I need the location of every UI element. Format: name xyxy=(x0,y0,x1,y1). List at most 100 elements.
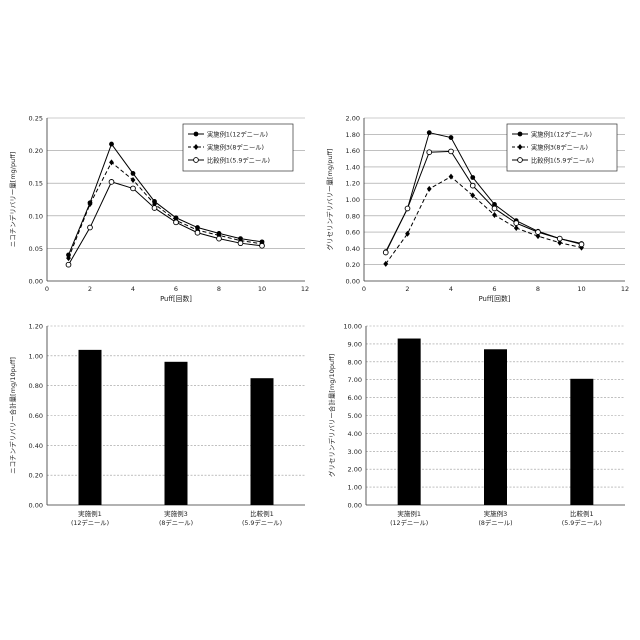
y-tick-label: 10.00 xyxy=(343,323,362,331)
y-tick-label: 9.00 xyxy=(348,340,362,348)
y-tick-label: 8.00 xyxy=(348,358,362,366)
x-tick-label: 12 xyxy=(301,285,309,293)
data-point xyxy=(427,150,432,155)
x-tick-label: (8デニール) xyxy=(478,518,512,527)
x-tick-label: 0 xyxy=(45,285,49,293)
bar xyxy=(251,378,274,505)
data-point xyxy=(109,142,114,147)
x-tick-label: 12 xyxy=(621,285,629,293)
data-point xyxy=(194,158,199,163)
data-point xyxy=(88,225,93,230)
x-tick-label: 比較例1 xyxy=(250,509,274,518)
y-tick-label: 0.60 xyxy=(29,412,43,420)
y-tick-label: 0.00 xyxy=(29,278,43,286)
y-tick-label: 1.20 xyxy=(29,323,43,331)
series-line xyxy=(69,162,263,258)
x-tick-label: 0 xyxy=(362,285,366,293)
data-point xyxy=(405,206,410,211)
data-point xyxy=(194,132,199,137)
data-point xyxy=(174,220,179,225)
data-point xyxy=(514,221,519,226)
data-point xyxy=(260,243,265,248)
x-tick-label: 6 xyxy=(174,285,178,293)
data-point xyxy=(449,135,454,140)
y-tick-label: 0.05 xyxy=(29,245,43,253)
y-tick-label: 0.00 xyxy=(348,502,362,510)
y-tick-label: 7.00 xyxy=(348,376,362,384)
x-tick-label: 2 xyxy=(405,285,409,293)
y-tick-label: 1.00 xyxy=(346,196,360,204)
y-tick-label: 6.00 xyxy=(348,394,362,402)
legend-label: 比較例1(5.9デニール) xyxy=(531,156,594,165)
x-tick-label: 実施例3 xyxy=(484,509,508,518)
y-tick-label: 1.60 xyxy=(346,147,360,155)
x-tick-label: (5.9デニール) xyxy=(562,518,602,527)
x-tick-label: (5.9デニール) xyxy=(242,518,282,527)
x-tick-label: 8 xyxy=(217,285,221,293)
y-tick-label: 0.00 xyxy=(346,278,360,286)
y-tick-label: 0.40 xyxy=(346,245,360,253)
x-tick-label: 実施例1 xyxy=(397,509,421,518)
y-tick-label: 0.20 xyxy=(29,147,43,155)
y-tick-label: 0.20 xyxy=(29,472,43,480)
data-point xyxy=(131,186,136,191)
data-point xyxy=(470,175,475,180)
data-point xyxy=(131,171,136,176)
y-tick-label: 1.40 xyxy=(346,163,360,171)
y-tick-label: 4.00 xyxy=(348,430,362,438)
data-point xyxy=(109,159,114,165)
x-tick-label: 4 xyxy=(131,285,135,293)
chart-1: 0.00 0.05 0.10 0.15 0.20 0.25 ニコチンデリバリー量[mg/pu… xyxy=(8,115,309,304)
data-point xyxy=(217,236,222,241)
legend-label: 比較例1(5.9デニール) xyxy=(207,156,270,165)
y-tick-label: 3.00 xyxy=(348,448,362,456)
data-point xyxy=(449,149,454,154)
y-tick-label: 1.80 xyxy=(346,131,360,139)
data-point xyxy=(195,230,200,235)
legend-label: 実施例1(12デニール) xyxy=(531,130,592,139)
x-tick-label: 10 xyxy=(577,285,585,293)
y-tick-label: 2.00 xyxy=(348,466,362,474)
y-axis-label: ニコチンデリバリー量[mg/puff] xyxy=(8,152,17,247)
bar xyxy=(484,349,507,505)
y-axis-label: ニコチンデリバリー合計量[mg/10puff] xyxy=(8,357,17,474)
y-tick-label: 0.25 xyxy=(29,115,43,123)
bar xyxy=(398,339,421,505)
legend-label: 実施例1(12デニール) xyxy=(207,130,268,139)
data-point xyxy=(152,206,157,211)
y-axis-label: グリセリンデリバリー量[mg/puff] xyxy=(325,149,334,251)
x-axis-label: Puff[回数] xyxy=(479,294,511,303)
y-tick-label: 0.00 xyxy=(29,502,43,510)
data-point xyxy=(109,179,114,184)
chart-4: 0.001.002.003.004.005.006.007.008.009.00… xyxy=(327,323,625,528)
data-point xyxy=(66,262,71,267)
x-axis-label: Puff[回数] xyxy=(160,294,192,303)
y-tick-label: 0.10 xyxy=(29,212,43,220)
x-tick-label: (12デニール) xyxy=(71,518,109,527)
legend: 実施例1(12デニール)実施例3(8デニール)比較例1(5.9デニール) xyxy=(183,124,293,171)
series-line xyxy=(69,182,263,265)
bar xyxy=(79,350,102,505)
y-tick-label: 1.20 xyxy=(346,180,360,188)
bar xyxy=(165,362,188,505)
series-3 xyxy=(66,179,264,267)
bar xyxy=(570,379,593,505)
legend: 実施例1(12デニール) 実施例3(8デニール) 比較例1(5.9デニール) xyxy=(507,124,617,171)
chart-2: 0.000.200.400.600.801.001.201.401.601.80… xyxy=(325,115,629,304)
x-tick-label: 実施例1 xyxy=(78,509,102,518)
data-point xyxy=(492,212,497,218)
x-tick-label: 2 xyxy=(88,285,92,293)
x-tick-label: 比較例1 xyxy=(570,509,594,518)
data-point xyxy=(238,241,243,246)
data-point xyxy=(449,174,454,180)
data-point xyxy=(427,186,432,192)
data-point xyxy=(557,236,562,241)
legend-label: 実施例3(8デニール) xyxy=(531,143,588,152)
y-tick-label: 0.60 xyxy=(346,229,360,237)
data-point xyxy=(579,242,584,247)
y-tick-label: 0.15 xyxy=(29,180,43,188)
x-tick-label: 4 xyxy=(449,285,453,293)
data-point xyxy=(470,183,475,188)
x-tick-label: 8 xyxy=(536,285,540,293)
